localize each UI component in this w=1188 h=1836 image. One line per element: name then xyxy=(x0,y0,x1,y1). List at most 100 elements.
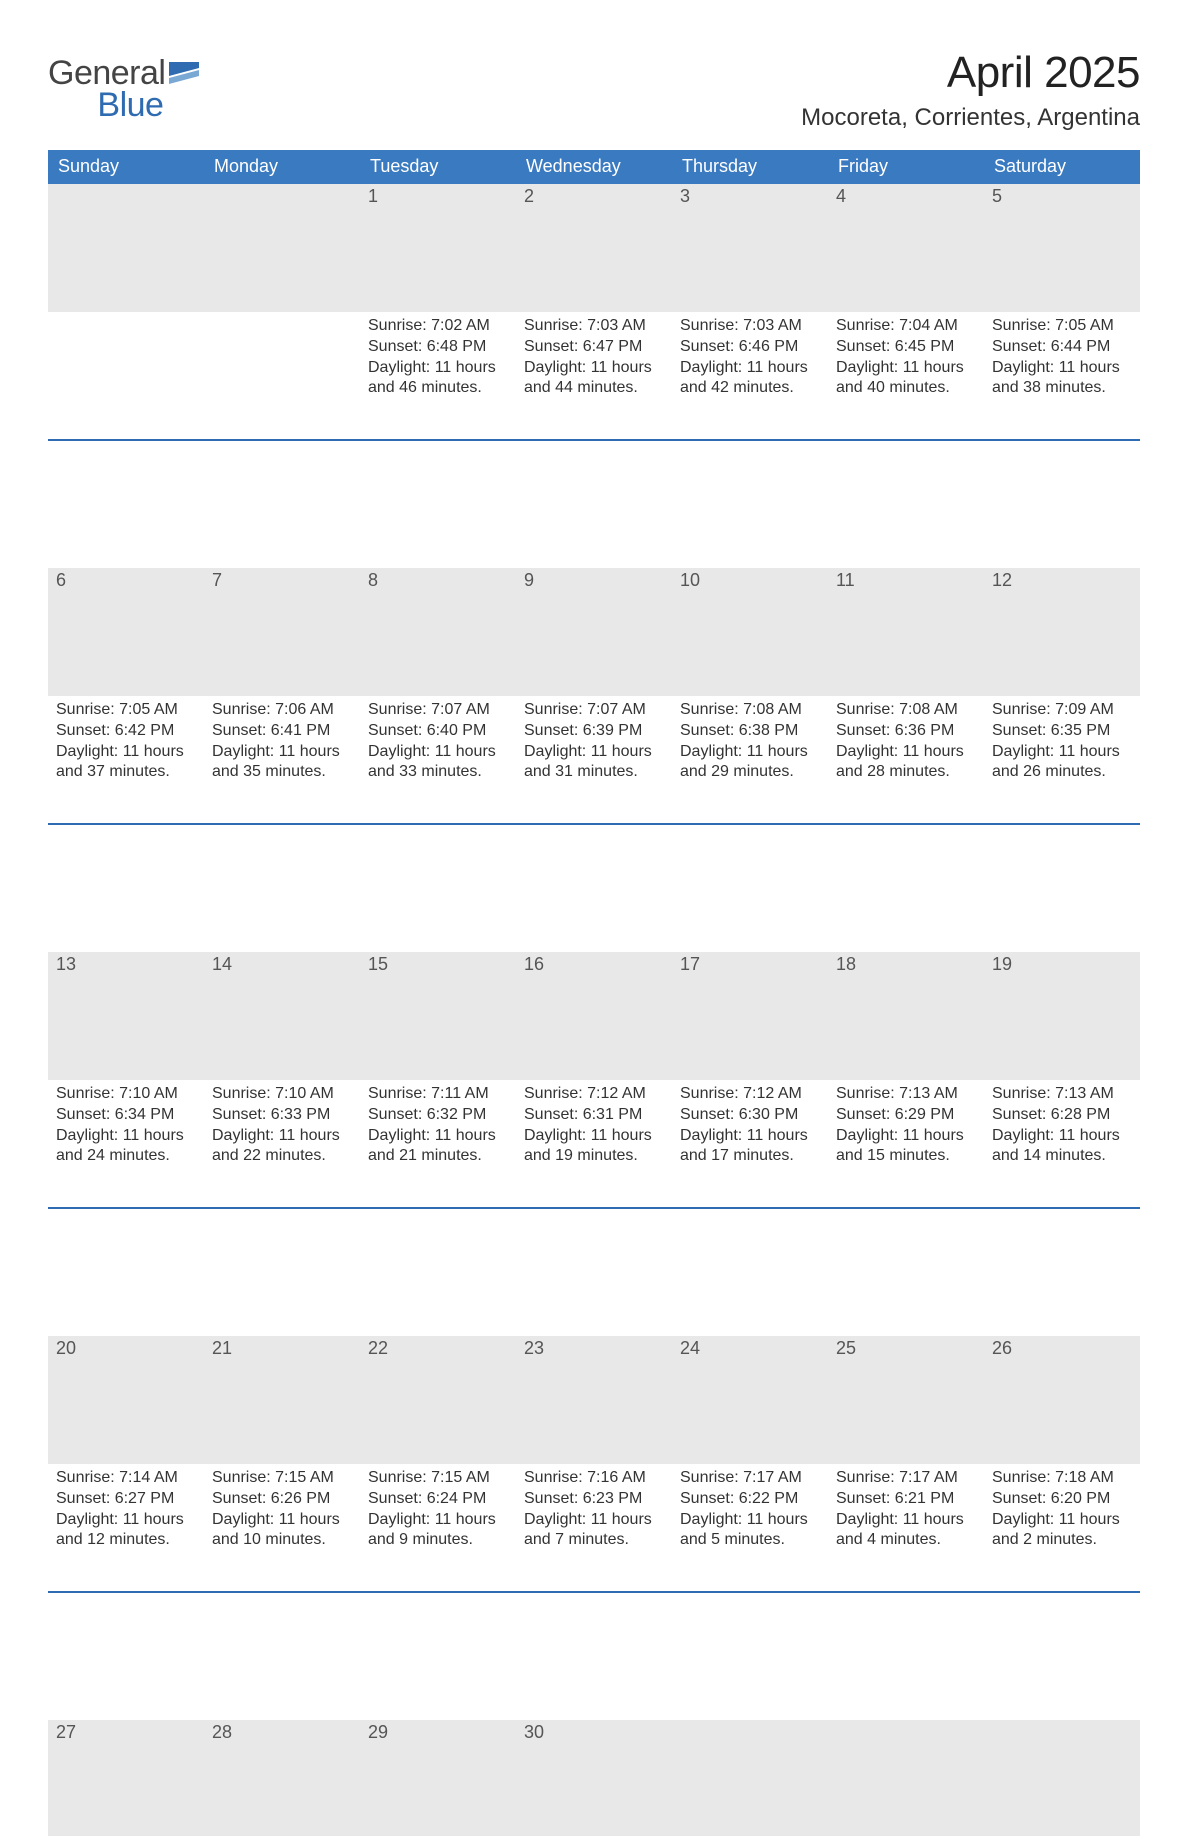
dayname-header: Sunday xyxy=(48,150,204,184)
day-number: 21 xyxy=(204,1336,360,1362)
daylight-line: Daylight: 11 hours and 15 minutes. xyxy=(836,1126,976,1168)
daylight-line: Daylight: 11 hours and 12 minutes. xyxy=(56,1510,196,1552)
sunset-line: Sunset: 6:24 PM xyxy=(368,1489,508,1510)
sunrise-line: Sunrise: 7:16 AM xyxy=(524,1468,664,1489)
daynum-cell: 6 xyxy=(48,568,204,696)
daynum-cell: 29 xyxy=(360,1720,516,1836)
day-cell: Sunrise: 7:13 AMSunset: 6:28 PMDaylight:… xyxy=(984,1080,1140,1208)
flag-icon xyxy=(169,62,199,84)
daynum-cell: 1 xyxy=(360,184,516,312)
daynum-cell: 12 xyxy=(984,568,1140,696)
sunrise-line: Sunrise: 7:09 AM xyxy=(992,700,1132,721)
dayname-header: Saturday xyxy=(984,150,1140,184)
daylight-line: Daylight: 11 hours and 42 minutes. xyxy=(680,358,820,400)
day-number: 27 xyxy=(48,1720,204,1746)
day-number: 12 xyxy=(984,568,1140,594)
daynum-cell xyxy=(828,1720,984,1836)
daynum-cell: 9 xyxy=(516,568,672,696)
dayname-header: Friday xyxy=(828,150,984,184)
daylight-line: Daylight: 11 hours and 4 minutes. xyxy=(836,1510,976,1552)
daybody-row: Sunrise: 7:05 AMSunset: 6:42 PMDaylight:… xyxy=(48,696,1140,824)
day-number: 6 xyxy=(48,568,204,594)
location-title: Mocoreta, Corrientes, Argentina xyxy=(801,104,1140,132)
daynum-cell: 13 xyxy=(48,952,204,1080)
daylight-line: Daylight: 11 hours and 37 minutes. xyxy=(56,742,196,784)
day-number: 13 xyxy=(48,952,204,978)
daylight-line: Daylight: 11 hours and 14 minutes. xyxy=(992,1126,1132,1168)
sunset-line: Sunset: 6:45 PM xyxy=(836,337,976,358)
day-body: Sunrise: 7:13 AMSunset: 6:28 PMDaylight:… xyxy=(984,1080,1140,1173)
day-number: 15 xyxy=(360,952,516,978)
day-cell: Sunrise: 7:07 AMSunset: 6:40 PMDaylight:… xyxy=(360,696,516,824)
day-cell: Sunrise: 7:11 AMSunset: 6:32 PMDaylight:… xyxy=(360,1080,516,1208)
daylight-line: Daylight: 11 hours and 40 minutes. xyxy=(836,358,976,400)
day-number: 30 xyxy=(516,1720,672,1746)
daynum-cell: 21 xyxy=(204,1336,360,1464)
sunrise-line: Sunrise: 7:08 AM xyxy=(836,700,976,721)
day-body: Sunrise: 7:18 AMSunset: 6:20 PMDaylight:… xyxy=(984,1464,1140,1557)
day-number: 11 xyxy=(828,568,984,594)
day-number: 18 xyxy=(828,952,984,978)
sunset-line: Sunset: 6:32 PM xyxy=(368,1105,508,1126)
sunset-line: Sunset: 6:34 PM xyxy=(56,1105,196,1126)
sunset-line: Sunset: 6:27 PM xyxy=(56,1489,196,1510)
day-body: Sunrise: 7:06 AMSunset: 6:41 PMDaylight:… xyxy=(204,696,360,789)
day-body: Sunrise: 7:13 AMSunset: 6:29 PMDaylight:… xyxy=(828,1080,984,1173)
day-number: 22 xyxy=(360,1336,516,1362)
daylight-line: Daylight: 11 hours and 28 minutes. xyxy=(836,742,976,784)
day-cell: Sunrise: 7:09 AMSunset: 6:35 PMDaylight:… xyxy=(984,696,1140,824)
day-cell: Sunrise: 7:18 AMSunset: 6:20 PMDaylight:… xyxy=(984,1464,1140,1592)
sunset-line: Sunset: 6:21 PM xyxy=(836,1489,976,1510)
day-number: 19 xyxy=(984,952,1140,978)
day-body: Sunrise: 7:08 AMSunset: 6:36 PMDaylight:… xyxy=(828,696,984,789)
sunrise-line: Sunrise: 7:02 AM xyxy=(368,316,508,337)
daynum-row: 20212223242526 xyxy=(48,1336,1140,1464)
daylight-line: Daylight: 11 hours and 10 minutes. xyxy=(212,1510,352,1552)
day-cell: Sunrise: 7:15 AMSunset: 6:24 PMDaylight:… xyxy=(360,1464,516,1592)
daynum-row: 27282930 xyxy=(48,1720,1140,1836)
daylight-line: Daylight: 11 hours and 7 minutes. xyxy=(524,1510,664,1552)
day-body: Sunrise: 7:04 AMSunset: 6:45 PMDaylight:… xyxy=(828,312,984,405)
day-number: 17 xyxy=(672,952,828,978)
day-cell: Sunrise: 7:15 AMSunset: 6:26 PMDaylight:… xyxy=(204,1464,360,1592)
sunrise-line: Sunrise: 7:14 AM xyxy=(56,1468,196,1489)
day-body: Sunrise: 7:10 AMSunset: 6:34 PMDaylight:… xyxy=(48,1080,204,1173)
day-cell: Sunrise: 7:10 AMSunset: 6:34 PMDaylight:… xyxy=(48,1080,204,1208)
logo-text: General Blue xyxy=(48,56,165,122)
day-body: Sunrise: 7:17 AMSunset: 6:22 PMDaylight:… xyxy=(672,1464,828,1557)
daynum-cell: 15 xyxy=(360,952,516,1080)
daynum-cell: 20 xyxy=(48,1336,204,1464)
sunset-line: Sunset: 6:39 PM xyxy=(524,721,664,742)
daylight-line: Daylight: 11 hours and 2 minutes. xyxy=(992,1510,1132,1552)
daynum-cell: 7 xyxy=(204,568,360,696)
daynum-cell: 8 xyxy=(360,568,516,696)
daynum-cell: 25 xyxy=(828,1336,984,1464)
sunset-line: Sunset: 6:31 PM xyxy=(524,1105,664,1126)
day-body: Sunrise: 7:03 AMSunset: 6:47 PMDaylight:… xyxy=(516,312,672,405)
day-cell: Sunrise: 7:05 AMSunset: 6:44 PMDaylight:… xyxy=(984,312,1140,440)
daylight-line: Daylight: 11 hours and 31 minutes. xyxy=(524,742,664,784)
dayname-header: Thursday xyxy=(672,150,828,184)
day-cell: Sunrise: 7:14 AMSunset: 6:27 PMDaylight:… xyxy=(48,1464,204,1592)
sunrise-line: Sunrise: 7:05 AM xyxy=(56,700,196,721)
week-separator xyxy=(48,1592,1140,1720)
daynum-cell: 24 xyxy=(672,1336,828,1464)
dayname-header: Wednesday xyxy=(516,150,672,184)
day-body: Sunrise: 7:07 AMSunset: 6:39 PMDaylight:… xyxy=(516,696,672,789)
daylight-line: Daylight: 11 hours and 29 minutes. xyxy=(680,742,820,784)
day-body: Sunrise: 7:11 AMSunset: 6:32 PMDaylight:… xyxy=(360,1080,516,1173)
daynum-cell: 27 xyxy=(48,1720,204,1836)
sunrise-line: Sunrise: 7:18 AM xyxy=(992,1468,1132,1489)
daynum-cell: 30 xyxy=(516,1720,672,1836)
daylight-line: Daylight: 11 hours and 19 minutes. xyxy=(524,1126,664,1168)
daylight-line: Daylight: 11 hours and 9 minutes. xyxy=(368,1510,508,1552)
day-body: Sunrise: 7:15 AMSunset: 6:24 PMDaylight:… xyxy=(360,1464,516,1557)
day-number: 8 xyxy=(360,568,516,594)
sunrise-line: Sunrise: 7:03 AM xyxy=(680,316,820,337)
sunrise-line: Sunrise: 7:10 AM xyxy=(212,1084,352,1105)
sunrise-line: Sunrise: 7:03 AM xyxy=(524,316,664,337)
daynum-cell: 18 xyxy=(828,952,984,1080)
day-number: 4 xyxy=(828,184,984,210)
sunrise-line: Sunrise: 7:10 AM xyxy=(56,1084,196,1105)
title-block: April 2025 Mocoreta, Corrientes, Argenti… xyxy=(801,48,1140,132)
